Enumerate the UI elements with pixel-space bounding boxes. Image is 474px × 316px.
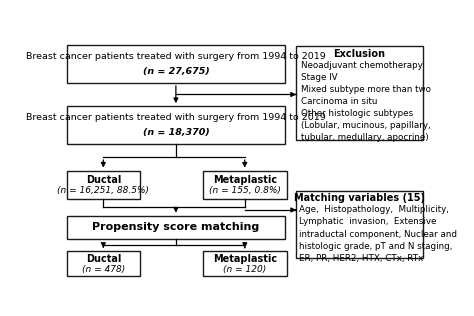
FancyBboxPatch shape <box>202 171 287 198</box>
Text: Propensity score matching: Propensity score matching <box>92 222 259 232</box>
FancyBboxPatch shape <box>66 45 285 83</box>
Text: (n = 478): (n = 478) <box>82 265 125 274</box>
FancyBboxPatch shape <box>202 251 287 276</box>
Text: (n = 16,251, 88.5%): (n = 16,251, 88.5%) <box>57 186 149 195</box>
Text: Matching variables (15): Matching variables (15) <box>294 193 425 203</box>
FancyBboxPatch shape <box>66 171 140 198</box>
FancyBboxPatch shape <box>296 46 423 140</box>
Text: Metaplastic: Metaplastic <box>213 254 277 264</box>
Text: Ductal: Ductal <box>86 254 121 264</box>
Text: Metaplastic: Metaplastic <box>213 175 277 185</box>
Text: (n = 18,370): (n = 18,370) <box>143 128 209 137</box>
FancyBboxPatch shape <box>296 191 423 258</box>
FancyBboxPatch shape <box>66 106 285 144</box>
Text: Neoadjuvant chemotherapy
Stage IV
Mixed subtype more than two
Carcinoma in situ
: Neoadjuvant chemotherapy Stage IV Mixed … <box>301 61 430 143</box>
Text: (n = 27,675): (n = 27,675) <box>143 67 209 76</box>
Text: Ductal: Ductal <box>86 175 121 185</box>
Text: Breast cancer patients treated with surgery from 1994 to 2019: Breast cancer patients treated with surg… <box>26 52 326 61</box>
Text: Age,  Histopathology,  Multiplicity,
Lymphatic  invasion,  Extensive
intraductal: Age, Histopathology, Multiplicity, Lymph… <box>299 205 457 263</box>
Text: (n = 155, 0.8%): (n = 155, 0.8%) <box>209 186 281 195</box>
FancyBboxPatch shape <box>66 251 140 276</box>
FancyBboxPatch shape <box>66 216 285 239</box>
Text: (n = 120): (n = 120) <box>223 265 266 274</box>
Text: Exclusion: Exclusion <box>334 49 385 59</box>
Text: Breast cancer patients treated with surgery from 1994 to 2019: Breast cancer patients treated with surg… <box>26 113 326 122</box>
